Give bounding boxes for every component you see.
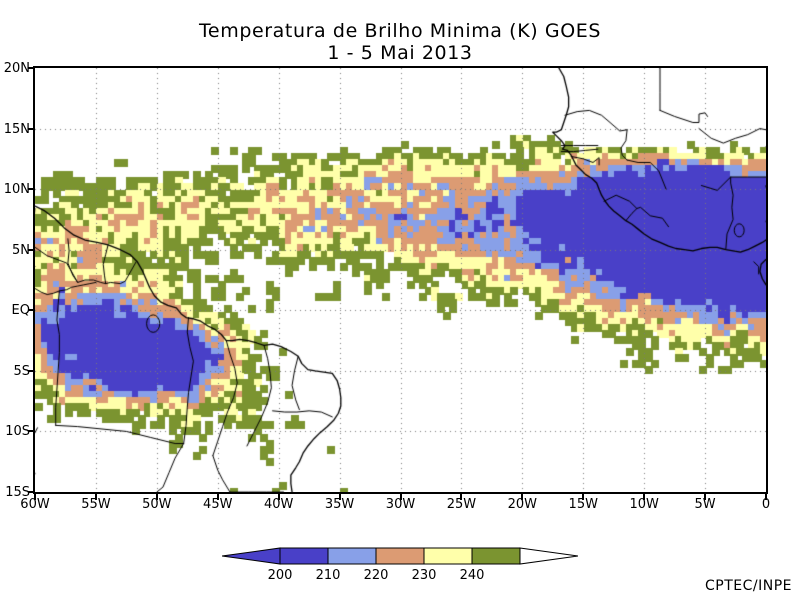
credit-label: CPTEC/INPE — [705, 578, 792, 594]
map-plot-area — [33, 66, 768, 494]
title-line-2: 1 - 5 Mai 2013 — [327, 42, 473, 64]
x-axis-tick-label: 50W — [142, 497, 172, 512]
colorbar-tick-label: 220 — [363, 568, 389, 583]
y-axis-tick-mark — [28, 248, 34, 251]
x-axis-tick-mark — [643, 494, 646, 500]
x-axis-tick-label: 0 — [761, 497, 771, 512]
colorbar-swatches — [222, 547, 578, 565]
colorbar-segment — [423, 547, 473, 565]
x-axis-tick-label: 15W — [568, 497, 598, 512]
y-axis-tick-label: 15N — [3, 121, 30, 137]
x-axis-tick-mark — [521, 494, 524, 500]
x-axis-tick-mark — [277, 494, 280, 500]
x-axis-tick-mark — [399, 494, 402, 500]
colorbar-over-arrow — [519, 547, 578, 565]
y-axis-tick-label: 15S — [5, 485, 30, 500]
y-axis-tick-label: 5S — [13, 363, 30, 379]
x-axis-tick-label: 55W — [81, 497, 111, 512]
x-axis-tick-mark — [155, 494, 158, 500]
x-axis-tick-mark — [338, 494, 341, 500]
chart-title: Temperatura de Brilho Minima (K) GOES 1 … — [0, 20, 800, 64]
y-axis-tick-label: 20N — [3, 61, 30, 76]
y-axis-tick-label: 10N — [3, 182, 30, 198]
y-axis-tick-mark — [28, 127, 34, 130]
colorbar-segment — [279, 547, 329, 565]
x-axis-tick-label: 5W — [694, 497, 716, 512]
x-axis-tick-label: 35W — [324, 497, 355, 512]
brightness-temperature-heatmap — [35, 68, 766, 492]
y-axis-tick-label: EQ — [11, 303, 30, 319]
x-axis-tick-label: 40W — [263, 497, 294, 512]
y-axis-tick-mark — [28, 369, 34, 372]
colorbar-under-arrow — [222, 547, 281, 565]
colorbar-segment — [375, 547, 425, 565]
colorbar-tick-label: 230 — [411, 568, 437, 583]
y-axis-tick-mark — [28, 430, 34, 433]
x-axis-tick-mark — [582, 494, 585, 500]
x-axis-tick-label: 10W — [629, 497, 659, 512]
y-axis-tick-mark — [28, 491, 34, 493]
x-axis-tick-label: 20W — [507, 497, 538, 512]
x-axis-tick-label: 60W — [20, 497, 50, 512]
x-axis-tick-label: 25W — [446, 497, 477, 512]
x-axis-tick-mark — [460, 494, 463, 500]
x-axis-tick-mark — [34, 494, 36, 500]
x-axis-tick-mark — [216, 494, 219, 500]
y-axis-tick-label: 10S — [5, 424, 30, 440]
x-axis-tick-mark — [765, 494, 767, 500]
x-axis-tick-mark — [704, 494, 707, 500]
title-line-1: Temperatura de Brilho Minima (K) GOES — [198, 20, 602, 42]
colorbar-segment — [471, 547, 521, 565]
y-axis-tick-mark — [28, 67, 34, 69]
x-axis-tick-mark — [94, 494, 97, 500]
colorbar-segment — [327, 547, 377, 565]
colorbar-tick-label: 210 — [315, 568, 341, 583]
colorbar-tick-label: 200 — [267, 568, 293, 583]
y-axis-tick-mark — [28, 309, 34, 312]
x-axis-tick-label: 30W — [385, 497, 416, 512]
colorbar — [222, 546, 578, 568]
colorbar-tick-label: 240 — [459, 568, 485, 583]
y-axis-tick-mark — [28, 188, 34, 191]
x-axis-tick-label: 45W — [203, 497, 233, 512]
y-axis-tick-label: 5N — [12, 242, 30, 258]
